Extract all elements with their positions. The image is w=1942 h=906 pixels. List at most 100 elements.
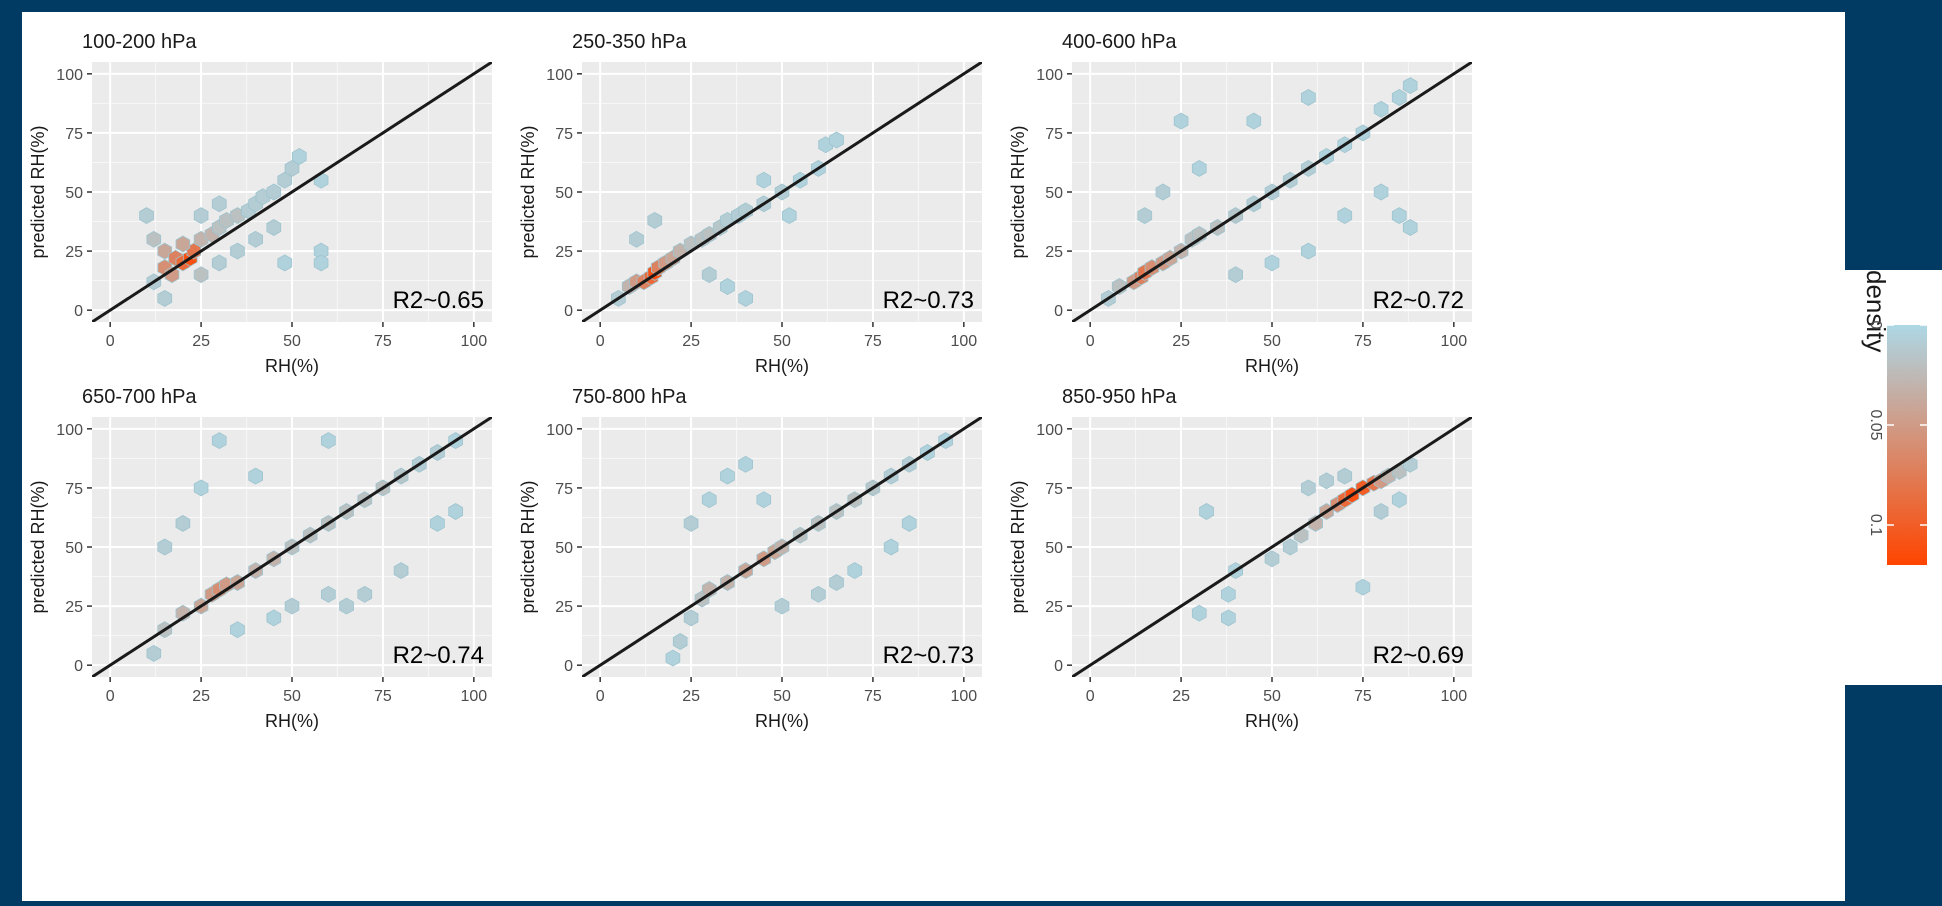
hexbin (1301, 479, 1316, 497)
x-axis-label: RH(%) (755, 711, 809, 731)
hexbin (1373, 100, 1389, 118)
hexbin (157, 538, 173, 556)
y-tick-label: 100 (56, 67, 83, 84)
hexbin-layer (1101, 77, 1418, 307)
hexbin (683, 609, 699, 627)
hexbin (1355, 578, 1371, 596)
y-axis-label: predicted RH(%) (28, 125, 48, 258)
y-tick-label: 100 (546, 422, 573, 439)
hexbin (430, 514, 445, 532)
y-tick-label: 25 (65, 599, 83, 616)
y-tick-label: 0 (74, 303, 83, 320)
r2-annotation: R2~0.72 (1373, 287, 1464, 314)
hexbin (1402, 77, 1418, 95)
y-tick-label: 100 (1036, 67, 1063, 84)
x-tick-label: 75 (864, 688, 882, 705)
hexbin (1191, 159, 1207, 177)
hexbin (157, 242, 173, 260)
y-tick-label: 25 (1045, 244, 1063, 261)
hexbin (1301, 89, 1316, 106)
facet-title: 850-950 hPa (1062, 386, 1177, 408)
x-tick-label: 0 (1086, 688, 1095, 705)
hexbin (357, 585, 373, 603)
facet-title: 750-800 hPa (572, 386, 687, 408)
x-tick-label: 75 (1354, 333, 1372, 350)
hexbin (738, 455, 753, 473)
legend-tick-label: 0.1 (1867, 514, 1884, 536)
hexbin (756, 171, 772, 189)
x-tick-label: 50 (773, 688, 791, 705)
y-tick-label: 0 (1054, 658, 1063, 675)
y-tick-label: 100 (1036, 422, 1063, 439)
y-axis-label: predicted RH(%) (1008, 125, 1028, 258)
x-axis-label: RH(%) (265, 711, 319, 731)
y-tick-label: 75 (1045, 481, 1063, 498)
hexbin (1391, 89, 1407, 106)
x-tick-label: 50 (283, 333, 301, 350)
hexbin (683, 514, 699, 532)
y-axis-label: predicted RH(%) (518, 125, 538, 258)
hexbin (829, 131, 844, 149)
x-tick-label: 75 (864, 333, 882, 350)
x-axis-label: RH(%) (1245, 711, 1299, 731)
hexbin (211, 254, 227, 272)
r2-annotation: R2~0.74 (393, 642, 484, 669)
x-axis-label: RH(%) (265, 356, 319, 376)
hexbin (811, 585, 826, 603)
x-tick-label: 0 (596, 333, 605, 350)
y-tick-label: 100 (546, 67, 573, 84)
facet-title: 100-200 hPa (82, 31, 197, 53)
hexbin (774, 597, 790, 615)
hexbin (146, 644, 162, 662)
x-tick-label: 50 (283, 688, 301, 705)
x-axis-label: RH(%) (755, 356, 809, 376)
y-tick-label: 50 (65, 540, 83, 557)
hexbin (175, 235, 191, 253)
reference-line (582, 417, 982, 677)
hexbin (665, 649, 681, 667)
x-tick-label: 75 (374, 333, 392, 350)
hexbin (883, 538, 899, 556)
hexbin (146, 230, 162, 248)
y-tick-label: 50 (1045, 185, 1063, 202)
y-tick-label: 0 (74, 658, 83, 675)
hexbin (291, 148, 307, 165)
legend-svg: density 0 0.05 0.1 (1861, 270, 1927, 565)
hexbin (448, 503, 464, 520)
r2-annotation: R2~0.73 (883, 287, 974, 314)
y-tick-label: 0 (564, 303, 573, 320)
hexbin (1199, 503, 1214, 520)
facet-title: 650-700 hPa (82, 386, 197, 408)
y-tick-label: 0 (564, 658, 573, 675)
hexbin (313, 254, 329, 272)
x-tick-label: 75 (1354, 688, 1372, 705)
legend-tick-label: 0.05 (1867, 409, 1884, 440)
x-tick-label: 25 (682, 333, 700, 350)
x-tick-label: 100 (1440, 333, 1467, 350)
hexbin (320, 432, 336, 450)
y-tick-label: 50 (555, 185, 573, 202)
hexbin (672, 633, 688, 650)
hexbin (1402, 219, 1418, 236)
hexbin (829, 574, 844, 591)
x-tick-label: 100 (950, 333, 977, 350)
x-tick-label: 25 (192, 688, 210, 705)
hexbin (277, 254, 293, 272)
reference-line (1072, 417, 1472, 677)
facet-title: 250-350 hPa (572, 31, 687, 53)
facet-title: 400-600 hPa (1062, 31, 1177, 53)
hexbin (1221, 585, 1236, 603)
x-tick-label: 100 (1440, 688, 1467, 705)
hexbin (193, 207, 209, 225)
hexbin (248, 467, 264, 485)
hexbin (1173, 112, 1189, 130)
hexbin (230, 621, 245, 639)
hexbin (211, 432, 227, 450)
hexbin (720, 278, 735, 295)
y-tick-label: 75 (1045, 126, 1063, 143)
hexbin (393, 562, 409, 580)
legend-colorbar (1887, 325, 1927, 565)
hexbin (1391, 207, 1407, 225)
y-tick-label: 50 (1045, 540, 1063, 557)
facet-1: 0 25 50 75 100 0 25 50 75 100 R2~0.65 100-200 hPa RH… (28, 31, 492, 376)
